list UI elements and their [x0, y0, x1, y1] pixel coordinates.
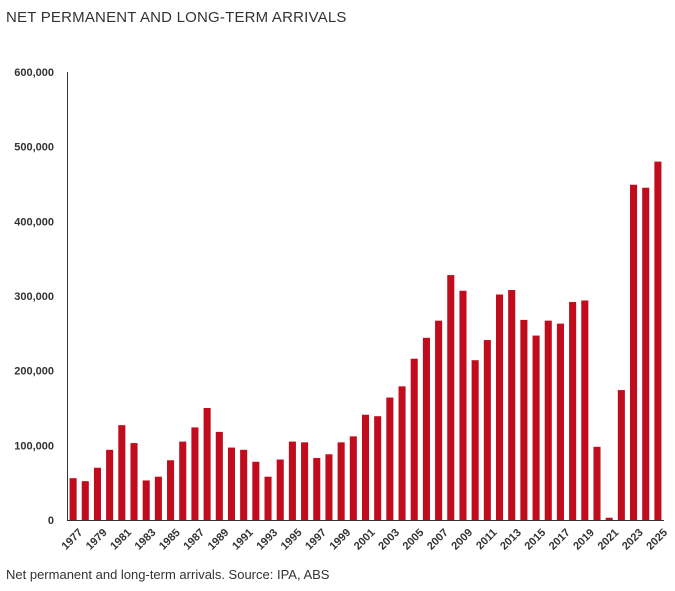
bar-1995: [288, 441, 296, 520]
x-axis-ticks: 1977197919811983198519871989199119931995…: [60, 527, 671, 553]
bar-2018: [569, 301, 577, 520]
bar-2017: [556, 323, 564, 520]
x-tick-label: 1995: [279, 527, 305, 553]
bar-2022: [617, 390, 625, 520]
bar-1987: [191, 427, 199, 520]
x-tick-label: 2019: [571, 527, 597, 553]
bar-2002: [374, 416, 382, 520]
x-tick-label: 2017: [547, 527, 573, 553]
bar-1994: [276, 459, 284, 520]
x-tick-label: 2009: [449, 527, 475, 553]
y-tick-label: 0: [48, 515, 54, 527]
bar-1993: [264, 476, 272, 520]
x-tick-label: 2021: [596, 527, 622, 553]
x-tick-label: 2023: [620, 527, 646, 553]
bar-1989: [215, 431, 223, 520]
bar-2023: [630, 184, 638, 520]
bar-2025: [654, 161, 662, 520]
x-tick-label: 2003: [376, 527, 402, 553]
bar-2014: [520, 319, 528, 520]
bar-2003: [386, 397, 394, 520]
bar-2010: [471, 360, 479, 520]
bar-2024: [642, 187, 650, 521]
y-axis-ticks: 0 100,000 200,000 300,000 400,000 500,000 600,…: [14, 67, 54, 527]
x-tick-label: 1981: [108, 527, 134, 553]
y-tick-label: 300,000: [14, 291, 54, 303]
y-tick-label: 400,000: [14, 216, 54, 228]
bar-1986: [179, 441, 187, 520]
bar-1982: [130, 443, 138, 520]
y-tick-label: 200,000: [14, 366, 54, 378]
bar-1996: [301, 442, 309, 520]
bar-2004: [398, 386, 406, 520]
x-tick-label: 1989: [206, 527, 232, 553]
y-tick-label: 500,000: [14, 142, 54, 154]
y-tick-label: 100,000: [14, 440, 54, 452]
x-tick-label: 2025: [644, 527, 670, 553]
bar-2000: [349, 436, 357, 520]
bars-group: [69, 161, 662, 521]
bar-1992: [252, 461, 260, 520]
x-tick-label: 1987: [181, 527, 207, 553]
bar-1990: [227, 447, 236, 520]
x-tick-label: 1999: [328, 527, 354, 553]
x-tick-label: 1991: [230, 527, 256, 553]
bar-2005: [410, 358, 418, 520]
bar-1983: [142, 480, 150, 520]
bar-1977: [69, 478, 77, 520]
chart-title: NET PERMANENT AND LONG-TERM ARRIVALS: [6, 9, 347, 26]
x-tick-label: 1985: [157, 527, 183, 553]
bar-2013: [508, 290, 516, 520]
x-tick-label: 1983: [133, 527, 159, 553]
bar-2006: [422, 337, 430, 520]
bar-2019: [581, 300, 589, 520]
bar-1980: [106, 449, 114, 520]
bar-2009: [459, 290, 467, 520]
bar-1988: [203, 408, 211, 520]
bar-2021: [605, 517, 613, 520]
bar-2011: [483, 340, 491, 520]
x-tick-label: 1977: [60, 527, 86, 553]
x-tick-label: 1997: [303, 527, 329, 553]
x-tick-label: 2007: [425, 527, 451, 553]
chart-caption: Net permanent and long-term arrivals. So…: [6, 567, 330, 582]
bar-1979: [93, 467, 101, 520]
bar-1984: [154, 476, 162, 520]
x-tick-label: 1993: [254, 527, 280, 553]
x-tick-label: 1979: [84, 527, 110, 553]
bar-1985: [167, 460, 175, 520]
x-tick-label: 2013: [498, 527, 524, 553]
bar-1991: [240, 449, 248, 520]
bar-2012: [495, 294, 504, 520]
bar-2001: [361, 414, 370, 520]
x-tick-label: 2015: [522, 527, 548, 553]
x-tick-label: 2001: [352, 527, 378, 553]
bar-2008: [447, 275, 455, 520]
bar-1999: [337, 442, 345, 520]
bar-2015: [532, 335, 540, 520]
bar-1981: [118, 425, 126, 520]
bar-2020: [593, 446, 601, 520]
bar-2016: [544, 320, 552, 520]
bar-1998: [325, 454, 333, 520]
x-tick-label: 2011: [474, 527, 499, 552]
bar-2007: [435, 320, 443, 520]
y-tick-label: 600,000: [14, 67, 54, 79]
x-tick-label: 2005: [401, 527, 427, 553]
bar-1997: [313, 458, 321, 520]
bar-1978: [81, 481, 89, 520]
